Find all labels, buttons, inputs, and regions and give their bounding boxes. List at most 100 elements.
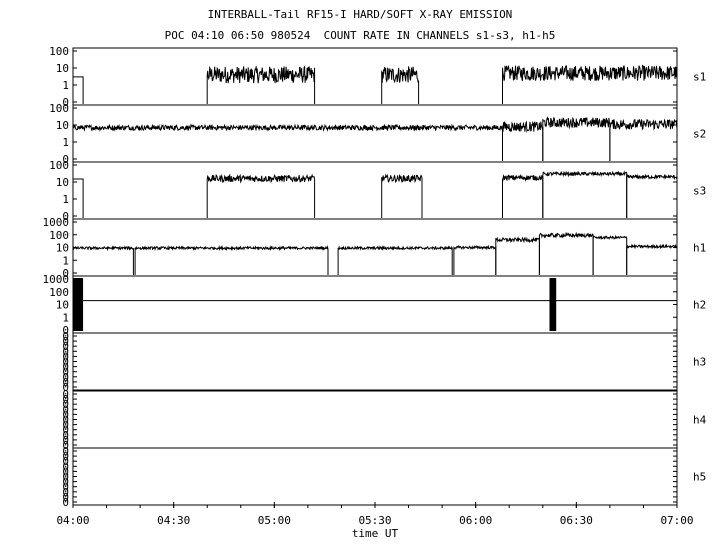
x-tick-label: 06:00 [459, 514, 492, 527]
y-tick-label: 0 [62, 486, 69, 499]
y-tick-label: 0 [62, 381, 69, 394]
chart-subtitle: POC 04:10 06:50 980524 COUNT RATE IN CHA… [164, 29, 556, 42]
series-s3 [72, 178, 84, 218]
panel-frame [72, 47, 678, 106]
y-tick-label: 10 [56, 242, 69, 255]
series-s2 [72, 123, 503, 161]
panel-frame [72, 275, 678, 334]
series-s2 [502, 120, 544, 161]
channel-label: s2 [693, 128, 706, 141]
x-tick-label: 05:00 [258, 514, 291, 527]
y-tick-label: 0 [62, 153, 69, 166]
y-tick-label: 0 [62, 491, 69, 504]
panel-frame [72, 447, 678, 506]
y-tick-label: 100 [49, 159, 69, 172]
y-tick-label: 0 [62, 345, 69, 358]
series-s1 [72, 76, 84, 104]
y-tick-label: 0 [62, 434, 69, 447]
y-tick-label: 0 [62, 455, 69, 468]
y-tick-label: 10 [56, 299, 69, 312]
y-tick-label: 0 [62, 210, 69, 223]
y-tick-label: 10 [56, 176, 69, 189]
y-tick-label: 0 [62, 398, 69, 411]
y-tick-label: 0 [62, 450, 69, 463]
y-tick-label: 0 [62, 340, 69, 353]
y-tick-label: 0 [62, 424, 69, 437]
series-s3 [381, 173, 423, 218]
y-tick-label: 0 [62, 476, 69, 489]
series-s3 [502, 173, 544, 218]
panel-frame [72, 161, 678, 220]
y-tick-label: 100 [49, 45, 69, 58]
series-h1 [453, 244, 497, 275]
y-tick-label: 0 [62, 388, 69, 401]
y-tick-label: 10 [56, 119, 69, 132]
series-s2 [609, 118, 678, 161]
y-tick-label: 1 [62, 193, 69, 206]
series-s3 [542, 170, 628, 218]
channel-label: h1 [693, 242, 706, 255]
x-tick-label: 06:30 [560, 514, 593, 527]
y-tick-label: 1 [62, 254, 69, 267]
x-tick-label: 04:30 [157, 514, 190, 527]
y-tick-label: 0 [62, 350, 69, 363]
channel-label: h2 [693, 299, 706, 312]
series-h1 [495, 236, 540, 275]
x-axis-label: time UT [352, 527, 399, 540]
y-tick-label: 100 [49, 102, 69, 115]
x-tick-label: 05:30 [358, 514, 391, 527]
series-h1 [134, 244, 329, 275]
channel-label: s1 [693, 71, 706, 84]
y-tick-label: 0 [62, 324, 69, 337]
y-tick-label: 0 [62, 465, 69, 478]
y-tick-label: 0 [62, 356, 69, 369]
channel-label: h4 [693, 414, 707, 427]
y-tick-label: 1 [62, 136, 69, 149]
y-tick-label: 0 [62, 414, 69, 427]
y-tick-label: 1 [62, 79, 69, 92]
series-s1 [206, 65, 316, 104]
burst-h2 [73, 278, 84, 331]
y-tick-label: 0 [62, 267, 69, 280]
y-tick-label: 0 [62, 496, 69, 509]
series-s1 [381, 66, 420, 104]
y-tick-label: 0 [62, 445, 69, 458]
series-s3 [206, 173, 316, 218]
y-tick-label: 0 [62, 371, 69, 384]
x-tick-label: 07:00 [660, 514, 693, 527]
series-s1 [502, 64, 678, 104]
y-tick-label: 100 [49, 229, 69, 242]
series-h1 [72, 245, 134, 275]
y-tick-label: 0 [62, 393, 69, 406]
series-h1 [538, 231, 594, 275]
y-tick-label: 1000 [43, 216, 70, 229]
x-tick-label: 04:00 [56, 514, 89, 527]
channel-label: h5 [693, 471, 706, 484]
y-tick-label: 0 [62, 335, 69, 348]
panel-frame [72, 104, 678, 163]
y-tick-label: 0 [62, 403, 69, 416]
y-tick-label: 0 [62, 408, 69, 421]
chart-title: INTERBALL-Tail RF15-I HARD/SOFT X-RAY EM… [207, 8, 513, 21]
panel-frame [72, 332, 678, 391]
panel-frame [72, 390, 678, 449]
y-tick-label: 0 [62, 460, 69, 473]
y-tick-label: 0 [62, 366, 69, 379]
y-tick-label: 0 [62, 361, 69, 374]
y-tick-label: 0 [62, 419, 69, 432]
series-s3 [626, 173, 678, 218]
series-s2 [542, 116, 611, 161]
y-tick-label: 10 [56, 62, 69, 75]
y-tick-label: 1000 [43, 273, 70, 286]
burst-h2 [549, 278, 557, 331]
y-tick-label: 1 [62, 311, 69, 324]
y-tick-label: 0 [62, 330, 69, 343]
y-tick-label: 0 [62, 481, 69, 494]
channel-label: s3 [693, 185, 706, 198]
y-tick-label: 0 [62, 429, 69, 442]
y-tick-label: 0 [62, 376, 69, 389]
y-tick-label: 100 [49, 286, 69, 299]
y-tick-label: 0 [62, 439, 69, 452]
y-tick-label: 0 [62, 96, 69, 109]
